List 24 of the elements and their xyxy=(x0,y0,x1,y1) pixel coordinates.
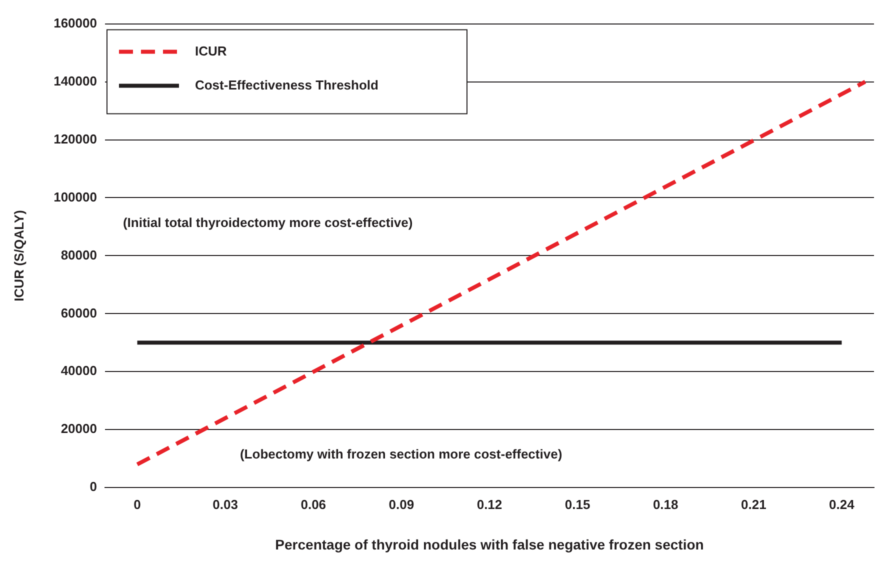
x-tick-label: 0.06 xyxy=(300,496,326,512)
y-axis-title: ICUR (S/QALY) xyxy=(11,210,26,302)
x-tick-label: 0 xyxy=(134,496,141,512)
x-tick-label: 0.18 xyxy=(652,496,678,512)
y-tick-label: 20000 xyxy=(60,421,97,436)
x-tick-label: 0.15 xyxy=(564,496,590,512)
annotation: (Lobectomy with frozen section more cost-effective) xyxy=(240,446,562,462)
y-tick-label: 160000 xyxy=(54,15,97,30)
legend-label: Cost-Effectiveness Threshold xyxy=(194,77,379,92)
x-tick-label: 0.03 xyxy=(212,496,238,512)
y-tick-label: 60000 xyxy=(60,305,97,320)
y-tick-label: 140000 xyxy=(54,73,97,88)
y-tick-label: 40000 xyxy=(60,363,97,378)
x-tick-label: 0.21 xyxy=(741,496,766,512)
y-tick-label: 100000 xyxy=(54,189,97,204)
y-tick-label: 80000 xyxy=(60,247,97,262)
legend-label: ICUR xyxy=(194,43,228,58)
y-tick-label: 0 xyxy=(90,479,97,494)
annotation: (Initial total thyroidectomy more cost-effective) xyxy=(122,214,413,230)
x-tick-label: 0.09 xyxy=(388,496,414,512)
x-tick-label: 0.24 xyxy=(829,496,856,512)
x-axis-title: Percentage of thyroid nodules with false negative frozen section xyxy=(275,536,704,552)
y-tick-label: 120000 xyxy=(54,131,97,146)
x-tick-label: 0.12 xyxy=(476,496,502,512)
